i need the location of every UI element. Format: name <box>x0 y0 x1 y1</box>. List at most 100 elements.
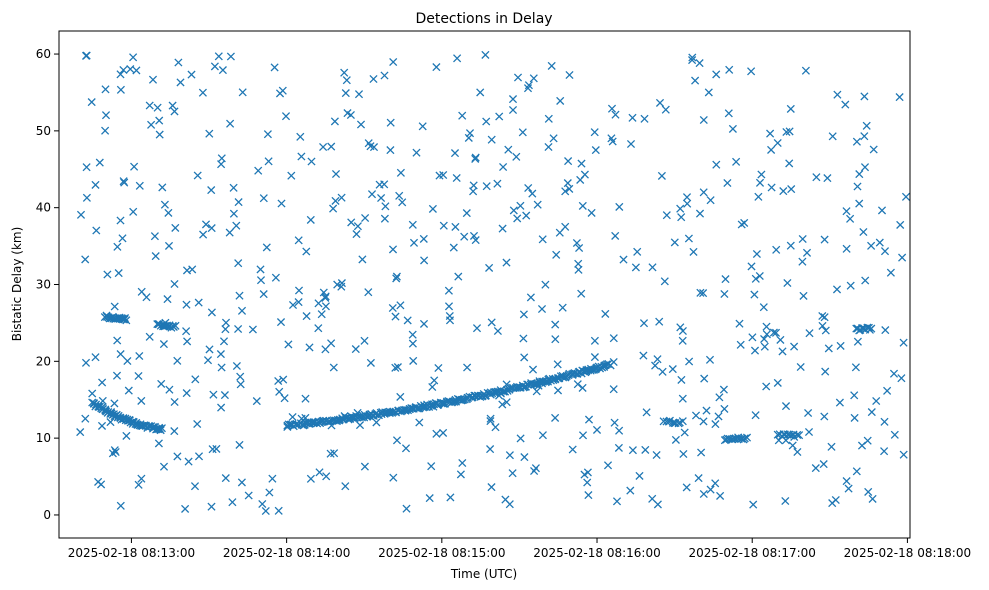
detection-marker <box>261 506 270 516</box>
detection-marker <box>159 462 169 471</box>
detection-marker <box>409 356 418 365</box>
detection-marker <box>827 442 836 451</box>
detection-marker <box>217 363 226 372</box>
detection-marker <box>193 171 202 180</box>
detection-marker <box>217 403 226 412</box>
detection-marker <box>653 355 662 364</box>
detection-marker <box>748 333 757 342</box>
detection-marker <box>819 460 828 469</box>
detection-marker <box>82 193 91 202</box>
detection-marker <box>841 100 850 109</box>
detection-marker <box>772 245 781 254</box>
detection-marker <box>783 278 792 288</box>
detection-marker <box>471 236 480 245</box>
detection-marker <box>880 247 890 256</box>
detection-marker <box>203 356 213 365</box>
detection-marker <box>209 390 218 399</box>
detection-marker <box>214 52 223 61</box>
detection-marker <box>824 344 833 353</box>
detection-marker <box>516 434 525 443</box>
detection-marker <box>691 411 701 420</box>
detection-marker <box>168 101 177 110</box>
detection-marker <box>655 317 664 326</box>
detection-marker <box>530 466 539 476</box>
detection-marker <box>798 234 807 244</box>
detection-marker <box>547 61 556 70</box>
detection-marker <box>207 308 216 317</box>
detection-marker <box>205 345 214 354</box>
detection-marker <box>551 335 560 344</box>
detection-marker <box>609 385 618 394</box>
x-tick-label: 2025-02-18 08:17:00 <box>688 546 815 560</box>
detection-marker <box>419 319 429 328</box>
detection-marker <box>122 431 131 440</box>
detection-marker <box>498 400 507 409</box>
detection-marker <box>714 412 723 421</box>
detection-marker <box>314 299 323 308</box>
detection-marker <box>435 171 444 180</box>
detection-marker <box>896 220 905 229</box>
detection-marker <box>502 380 511 389</box>
detection-marker <box>752 249 761 259</box>
detection-marker <box>747 67 756 76</box>
detection-marker <box>452 173 461 183</box>
detection-marker <box>271 273 280 282</box>
detection-marker <box>87 98 96 107</box>
detection-marker <box>225 228 234 237</box>
detection-marker <box>695 59 704 68</box>
detection-marker <box>297 152 306 161</box>
detection-marker <box>276 318 286 327</box>
detection-marker <box>812 173 821 182</box>
detection-marker <box>626 139 636 149</box>
detection-marker <box>181 504 190 513</box>
detection-marker <box>113 336 122 345</box>
detection-marker <box>469 187 478 196</box>
detection-marker <box>341 482 350 491</box>
detection-marker <box>294 286 304 295</box>
detection-marker <box>226 52 235 61</box>
detection-marker <box>232 361 241 371</box>
detection-marker <box>502 258 511 267</box>
detection-marker <box>736 340 745 349</box>
detection-marker <box>409 238 419 247</box>
x-axis-label: Time (UTC) <box>450 567 517 581</box>
detection-marker <box>430 376 439 385</box>
detection-marker <box>392 436 402 445</box>
detection-marker <box>512 152 521 161</box>
y-tick-label: 50 <box>36 124 51 138</box>
detection-marker <box>458 458 467 468</box>
detection-marker <box>254 166 263 175</box>
detection-marker <box>833 90 842 99</box>
detection-marker <box>377 193 386 203</box>
detection-marker <box>352 230 361 239</box>
detection-marker <box>551 320 560 329</box>
detection-marker <box>95 158 104 167</box>
detection-marker <box>657 171 666 180</box>
detection-marker <box>648 494 657 503</box>
detection-marker <box>81 414 90 423</box>
detection-marker <box>116 70 125 79</box>
detection-marker <box>364 288 373 297</box>
detection-marker <box>520 353 529 362</box>
detection-marker <box>886 268 895 277</box>
detection-marker <box>386 146 395 155</box>
detection-marker <box>678 326 687 336</box>
detection-marker <box>660 277 669 286</box>
detection-marker <box>216 350 225 359</box>
detection-marker <box>639 351 648 360</box>
detection-marker <box>628 446 637 455</box>
detection-marker <box>704 88 713 97</box>
detection-marker <box>776 335 785 344</box>
detection-marker <box>170 427 179 436</box>
detection-marker <box>275 89 285 98</box>
detection-marker <box>842 244 851 253</box>
detection-marker <box>662 211 671 220</box>
detection-marker <box>898 253 907 262</box>
detection-marker <box>493 179 502 188</box>
detection-marker <box>505 451 514 460</box>
y-tick-label: 60 <box>36 47 51 61</box>
detection-marker <box>897 374 906 383</box>
detection-marker <box>587 208 596 217</box>
detection-marker <box>631 263 640 272</box>
